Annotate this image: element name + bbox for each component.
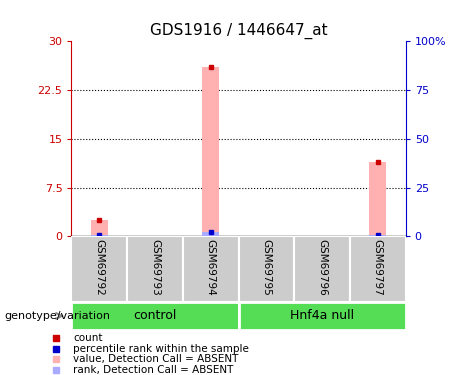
Bar: [71, 236, 127, 302]
Bar: [369, 162, 386, 236]
Bar: [202, 232, 219, 236]
Bar: [238, 302, 406, 330]
Title: GDS1916 / 1446647_at: GDS1916 / 1446647_at: [150, 22, 327, 39]
Bar: [350, 236, 406, 302]
Bar: [71, 302, 239, 330]
Bar: [294, 236, 350, 302]
Text: GSM69795: GSM69795: [261, 239, 272, 296]
Bar: [238, 236, 294, 302]
Text: value, Detection Call = ABSENT: value, Detection Call = ABSENT: [73, 354, 238, 364]
Text: GSM69793: GSM69793: [150, 239, 160, 296]
Text: rank, Detection Call = ABSENT: rank, Detection Call = ABSENT: [73, 365, 234, 375]
Bar: [127, 236, 183, 302]
Text: count: count: [73, 333, 103, 343]
Text: genotype/variation: genotype/variation: [5, 311, 111, 321]
Bar: [91, 220, 108, 236]
Text: percentile rank within the sample: percentile rank within the sample: [73, 344, 249, 354]
Bar: [91, 235, 108, 236]
Text: GSM69794: GSM69794: [206, 239, 216, 296]
Text: GSM69796: GSM69796: [317, 239, 327, 296]
Bar: [202, 67, 219, 236]
Text: GSM69792: GSM69792: [95, 239, 104, 296]
Bar: [183, 236, 238, 302]
Text: GSM69797: GSM69797: [373, 239, 383, 296]
Bar: [369, 235, 386, 236]
Text: Hnf4a null: Hnf4a null: [290, 309, 354, 322]
Text: control: control: [133, 309, 177, 322]
